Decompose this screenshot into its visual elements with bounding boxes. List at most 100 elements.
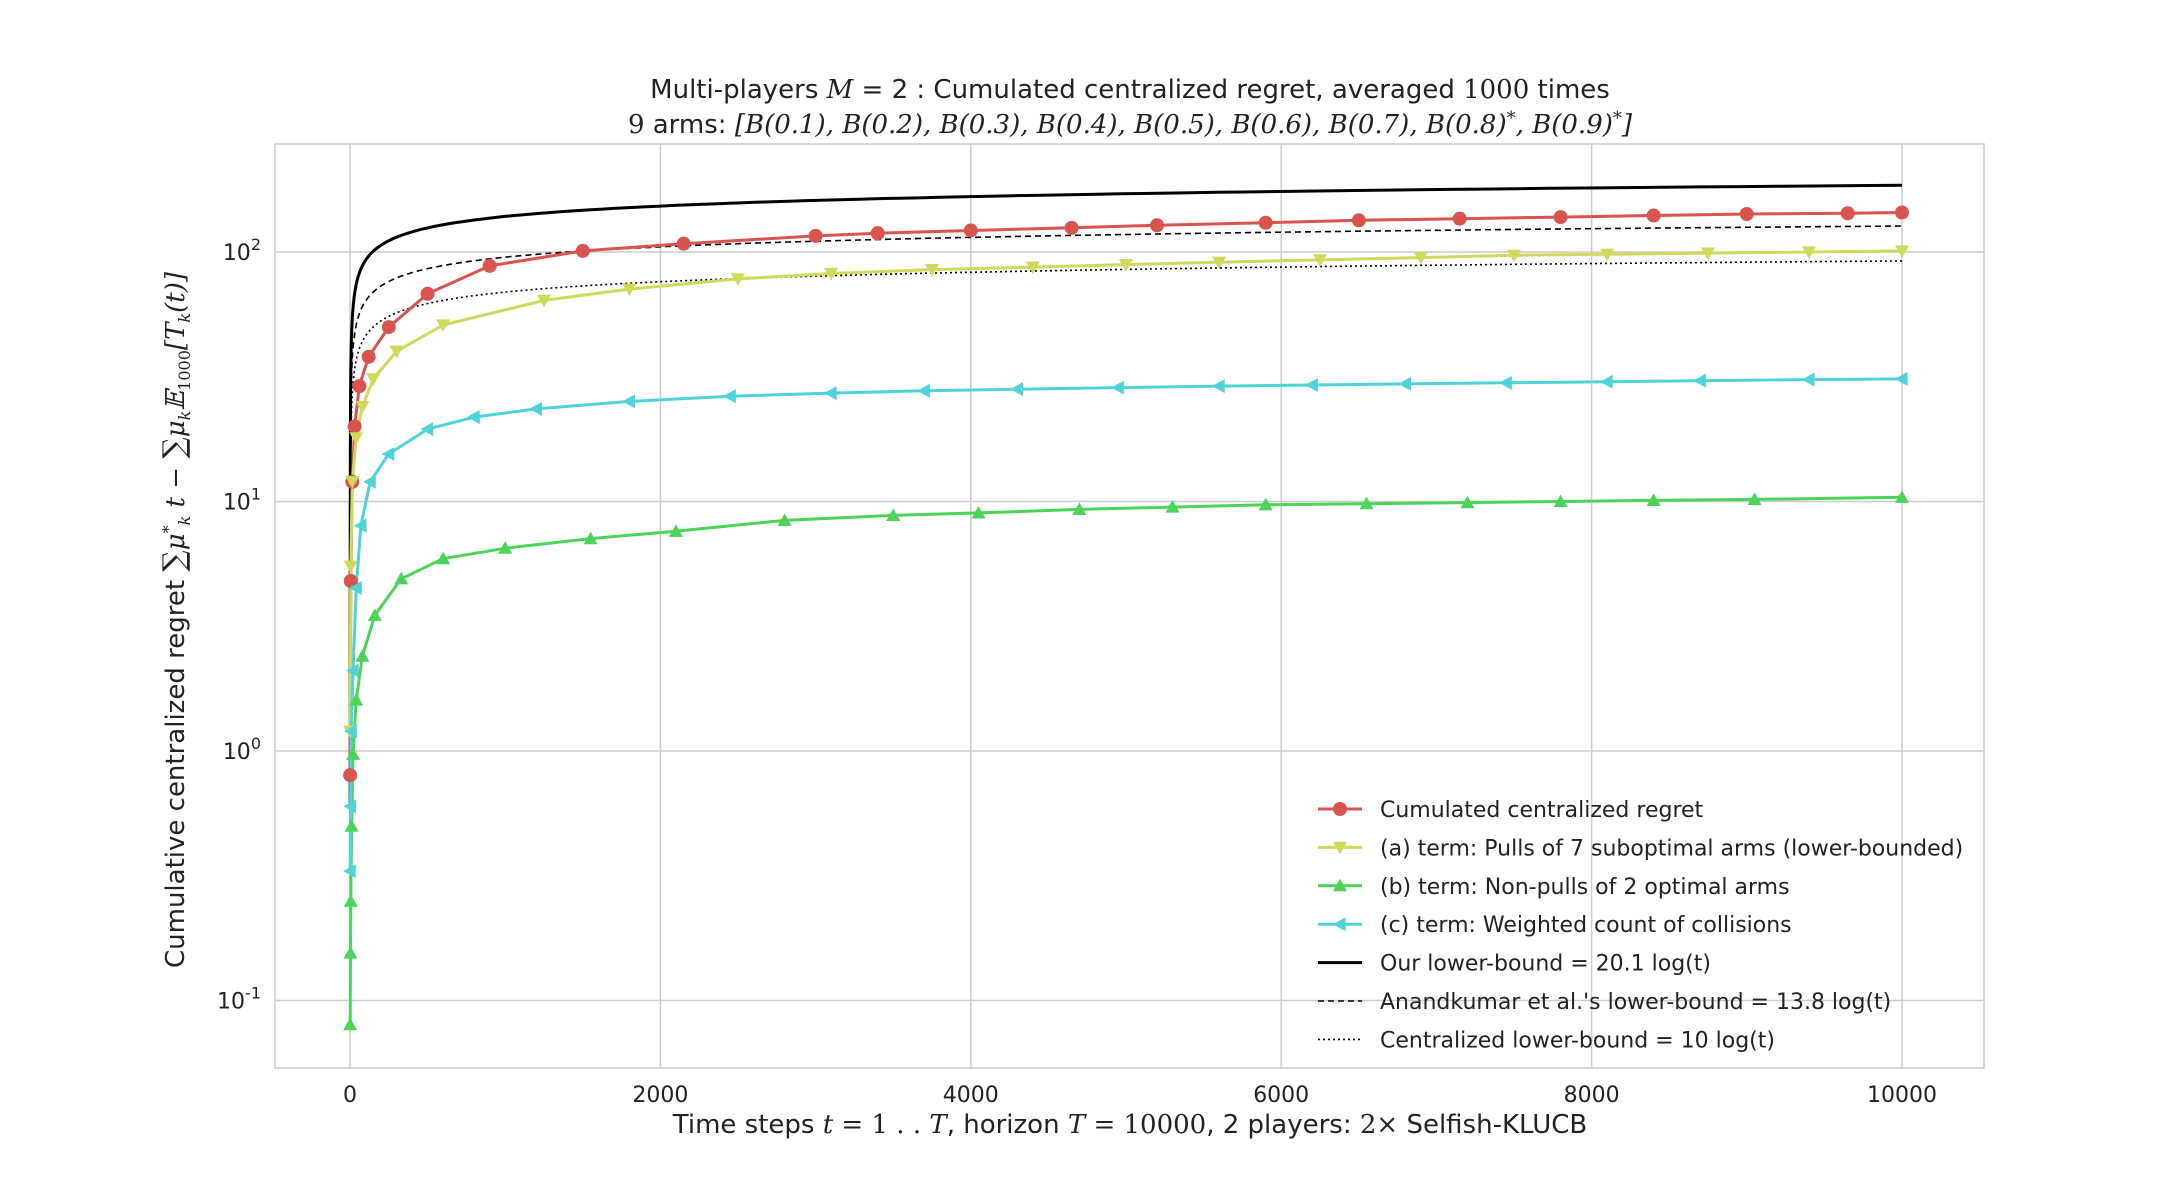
series-3-point	[367, 608, 382, 621]
series-2-point	[349, 432, 364, 445]
series-2-point	[1600, 248, 1615, 262]
series-2-point	[366, 373, 381, 386]
series-3-point	[436, 551, 451, 565]
legend-entry: Cumulated centralized regret	[1318, 798, 1704, 823]
legend-label: Our lower-bound = 20.1 log(t)	[1380, 952, 1711, 977]
y-tick-label: 101	[223, 485, 261, 516]
legend-entry: (a) term: Pulls of 7 suboptimal arms (lo…	[1318, 836, 1963, 861]
legend-entry: Centralized lower-bound = 10 log(t)	[1318, 1028, 1775, 1053]
x-tick-label: 10000	[1867, 1083, 1937, 1108]
series-3-point	[1646, 493, 1661, 507]
series-3-point	[343, 1017, 358, 1031]
series-markers	[343, 205, 1909, 1031]
series-2-point	[731, 273, 745, 286]
series-4-point	[467, 410, 480, 425]
x-axis-label: Time steps t = 1 . . T, horizon T = 1000…	[672, 1110, 1587, 1140]
series-2-point	[537, 294, 551, 308]
series-2-point	[389, 345, 404, 359]
series-3-point	[777, 513, 792, 526]
svg-text:Cumulative centralized regret: Cumulative centralized regret ∑μ*k t − ∑…	[157, 271, 194, 968]
legend-label: Anandkumar et al.'s lower-bound = 13.8 l…	[1380, 990, 1891, 1015]
series-2-point	[1895, 245, 1909, 258]
legend-label: (b) term: Non-pulls of 2 optimal arms	[1380, 875, 1790, 900]
series-4-point	[1010, 382, 1023, 397]
series-1-point	[343, 768, 358, 783]
x-tick-label: 6000	[1253, 1083, 1309, 1108]
series-1-point	[1646, 208, 1661, 223]
series-1-point	[870, 226, 885, 241]
series-1-point	[361, 349, 376, 364]
series-4-point	[349, 581, 362, 596]
series-2-point	[925, 264, 939, 277]
legend-entry: Our lower-bound = 20.1 log(t)	[1318, 952, 1711, 977]
legend-label: (c) term: Weighted count of collisions	[1380, 913, 1792, 938]
series-1-point	[352, 379, 367, 394]
series-4-point	[343, 799, 357, 814]
series-3-point	[343, 894, 358, 907]
series-4-point	[1305, 378, 1318, 393]
x-tick-labels: 0 2000 4000 6000 8000 10000	[343, 1083, 1937, 1108]
series-4-point	[622, 394, 635, 409]
series-1-point	[1739, 207, 1754, 222]
y-axis-label: Cumulative centralized regret ∑μ*k t − ∑…	[157, 271, 194, 968]
legend-marker	[1333, 841, 1347, 855]
series-3-point	[1747, 492, 1762, 505]
series-1-point	[676, 236, 691, 251]
series-1-point	[963, 223, 978, 238]
y-tick-label: 102	[223, 235, 261, 266]
series-3-point	[1072, 502, 1087, 515]
series-4-point	[529, 401, 542, 416]
series-1-point	[1351, 213, 1366, 228]
series-4-point	[1499, 375, 1512, 390]
series-4-point	[1398, 376, 1411, 391]
series-4-point	[1212, 379, 1225, 394]
legend-label: Cumulated centralized regret	[1380, 798, 1704, 823]
series-4-point	[346, 663, 359, 678]
series-1-point	[347, 419, 362, 434]
lower-bound-line-2	[349, 225, 1903, 849]
lower-bound-line-1	[348, 183, 1903, 808]
x-tick-label: 2000	[632, 1083, 688, 1108]
y-tick-labels: 10-1 100 101 102	[217, 235, 261, 1015]
series-3-point	[343, 946, 358, 959]
series-2-point	[824, 267, 839, 281]
legend-marker	[1333, 878, 1347, 892]
legend-marker	[1333, 917, 1346, 932]
series-3-point	[355, 649, 370, 662]
series-3-point	[668, 524, 683, 537]
series-2-point	[345, 476, 360, 489]
series-3-point	[1460, 495, 1475, 509]
legend-marker	[1333, 802, 1347, 816]
series-2-point	[1313, 254, 1327, 267]
series-4-point	[344, 724, 357, 739]
legend-entry: Anandkumar et al.'s lower-bound = 13.8 l…	[1318, 990, 1891, 1015]
series-4-point	[1111, 380, 1124, 395]
series-3-point	[346, 747, 361, 760]
series-1-point	[1452, 211, 1467, 226]
series-3-point	[394, 571, 409, 585]
series-4-point	[1895, 371, 1908, 386]
legend-entry: (b) term: Non-pulls of 2 optimal arms	[1318, 875, 1790, 900]
series-1-point	[808, 228, 823, 243]
series-3-point	[971, 505, 986, 519]
series-4-point	[420, 422, 434, 437]
series-1-point	[381, 320, 396, 335]
series-2-point	[355, 401, 370, 414]
series-1-point	[1840, 206, 1855, 221]
legend-label: (a) term: Pulls of 7 suboptimal arms (lo…	[1380, 836, 1963, 861]
series-2-point	[436, 319, 451, 332]
series-2-point	[1119, 259, 1133, 272]
series-1-point	[1895, 205, 1909, 220]
series-4-point	[353, 518, 367, 533]
x-tick-label: 4000	[943, 1083, 999, 1108]
series-2-point	[1212, 256, 1227, 270]
legend-label: Centralized lower-bound = 10 log(t)	[1380, 1028, 1775, 1053]
series-3-point	[1359, 496, 1374, 510]
series-4-point	[363, 474, 376, 489]
series-1-point	[1553, 210, 1568, 225]
series-3-point	[498, 541, 513, 554]
series-1-point	[1258, 215, 1273, 230]
series-1-point	[1064, 220, 1079, 235]
lower-bound-line-3	[349, 260, 1903, 884]
series-3-point	[886, 508, 901, 521]
